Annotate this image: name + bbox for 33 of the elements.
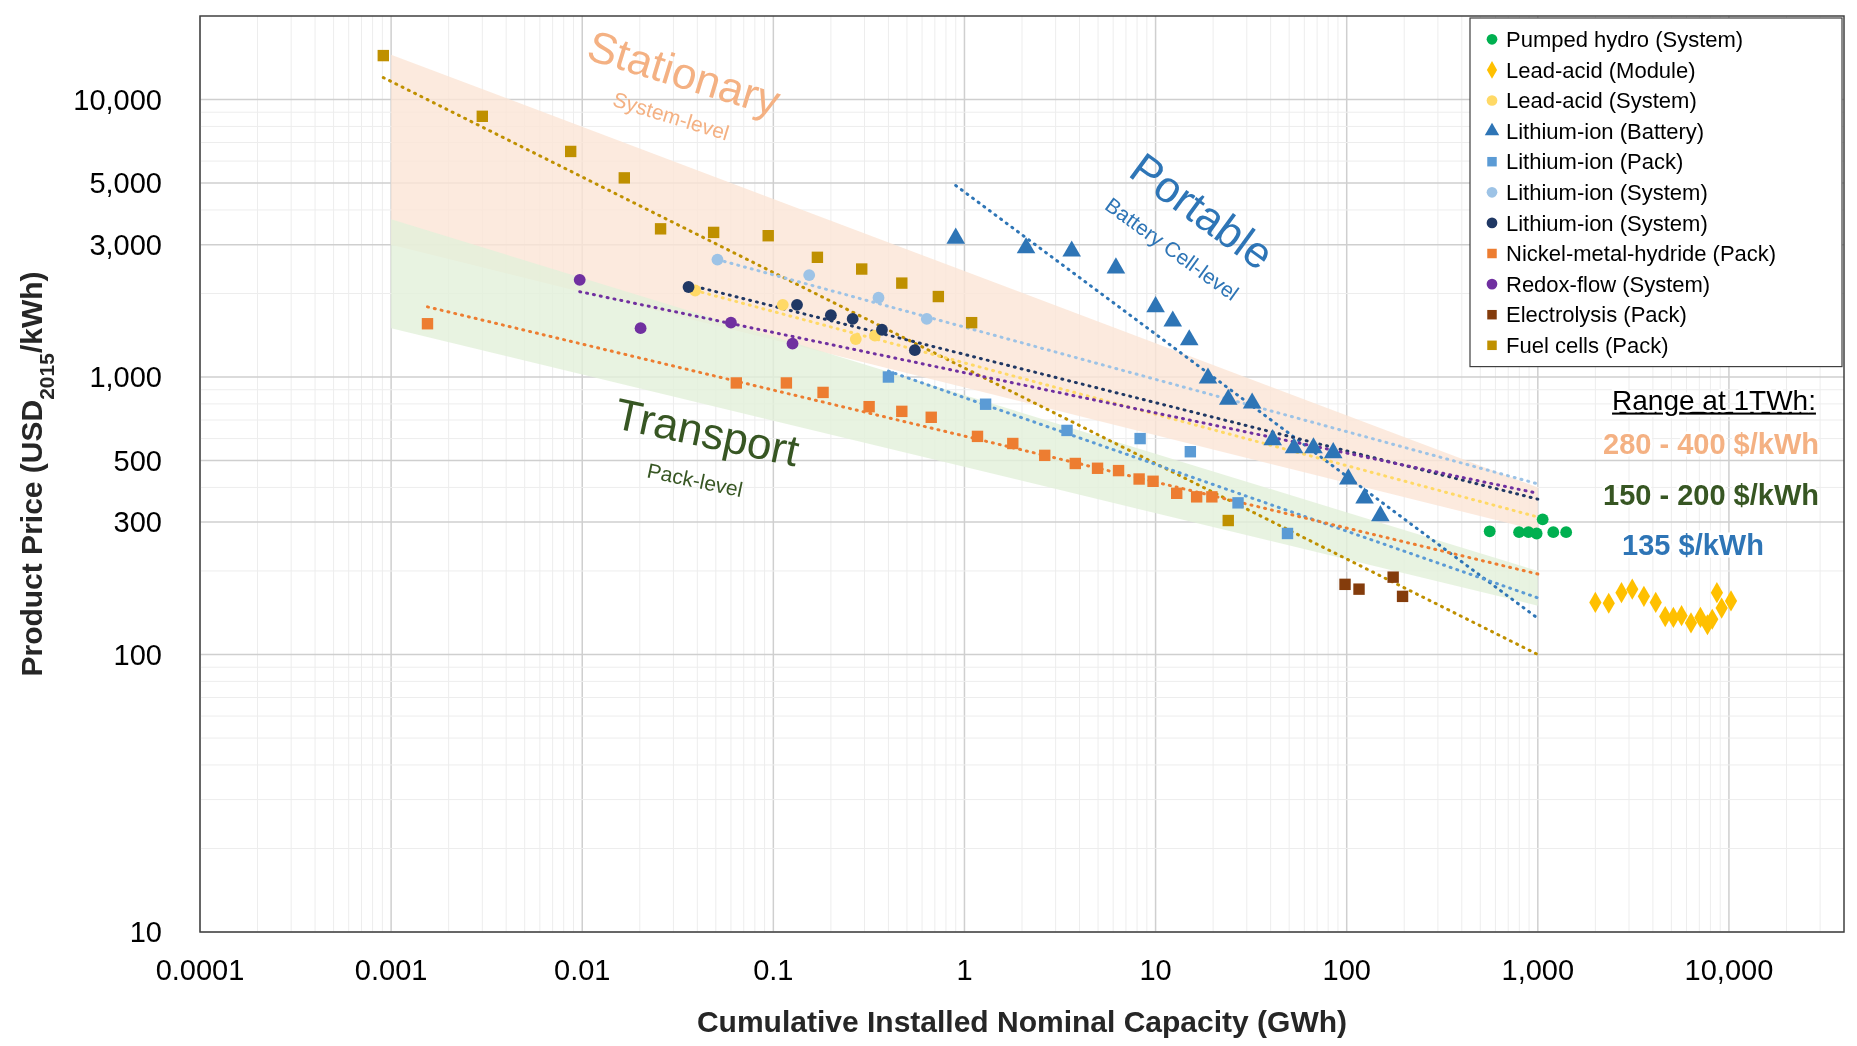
x-tick-label: 0.0001 <box>155 954 245 986</box>
y-tick-label: 10,000 <box>73 83 162 116</box>
annotation: 280 - 400 $/kWh <box>1603 428 1819 461</box>
legend-label: Electrolysis (Pack) <box>1506 302 1687 328</box>
annotation: Range at 1TWh: <box>1612 384 1816 416</box>
legend-label: Pumped hydro (System) <box>1506 27 1744 52</box>
legend-label: Nickel-metal-hydride (Pack) <box>1506 241 1777 267</box>
legend-label: Lead-acid (Module) <box>1506 57 1696 83</box>
legend-label: Lead-acid (System) <box>1506 88 1697 114</box>
legend-label: Lithium-ion (System) <box>1506 210 1708 236</box>
x-tick-label: 1 <box>956 954 973 986</box>
legend-label: Redox-flow (System) <box>1506 271 1711 297</box>
x-tick-label: 1,000 <box>1501 954 1575 986</box>
legend-label: Lithium-ion (Battery) <box>1506 118 1705 144</box>
x-tick-label: 0.001 <box>354 954 428 986</box>
y-tick-label: 100 <box>113 638 162 671</box>
x-tick-label: 0.01 <box>554 954 611 986</box>
x-tick-label: 10 <box>1139 954 1172 986</box>
annotation: 135 $/kWh <box>1622 529 1764 562</box>
annotation: 150 - 200 $/kWh <box>1603 479 1819 512</box>
y-tick-label: 3,000 <box>89 228 162 261</box>
y-tick-label: 10 <box>129 916 162 949</box>
y-tick-label: 5,000 <box>89 167 162 200</box>
y-tick-label: 1,000 <box>89 361 162 394</box>
legend-label: Lithium-ion (System) <box>1506 180 1708 205</box>
x-tick-label: 100 <box>1322 954 1371 986</box>
legend-label: Fuel cells (Pack) <box>1506 333 1669 358</box>
y-tick-label: 300 <box>113 506 162 539</box>
x-axis-title: Cumulative Installed Nominal Capacity (GWh) <box>696 1005 1348 1038</box>
legend-label: Lithium-ion (Pack) <box>1506 149 1684 175</box>
x-tick-label: 10,000 <box>1684 954 1774 986</box>
x-tick-label: 0.1 <box>753 954 794 986</box>
y-tick-label: 500 <box>113 444 162 477</box>
